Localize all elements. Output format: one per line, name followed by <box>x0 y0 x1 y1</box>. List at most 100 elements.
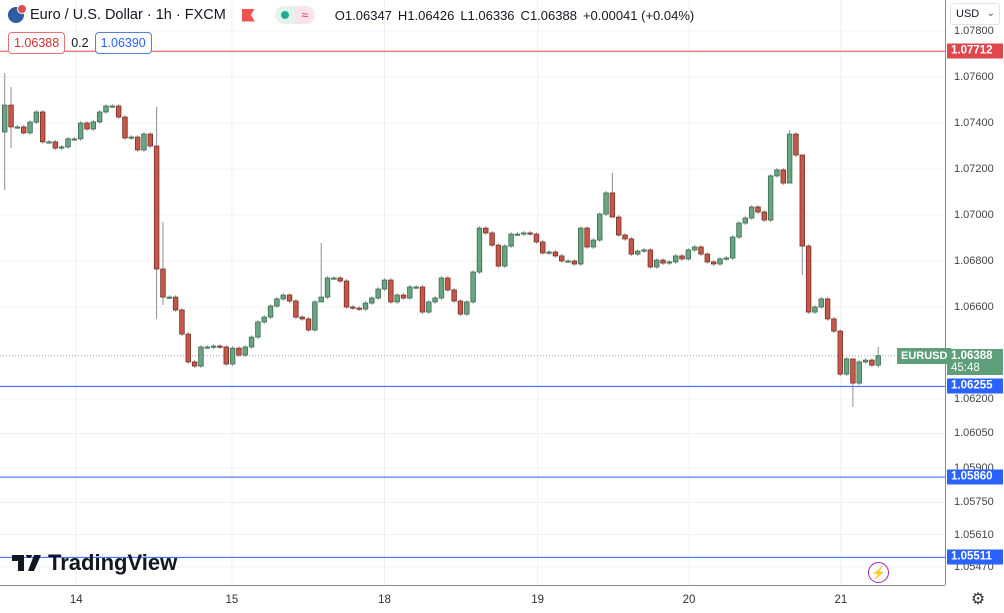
candle-down <box>179 309 185 335</box>
candle-up <box>843 358 850 375</box>
candle-down <box>710 261 717 265</box>
y-tick-label: 1.06050 <box>954 427 994 440</box>
candle-up <box>274 298 280 307</box>
candle-down <box>679 255 685 260</box>
candle-up <box>413 286 419 289</box>
time-axis[interactable]: 14 15 18 19 20 21 <box>0 585 945 613</box>
candle-up <box>514 233 521 236</box>
trade-panel: 1.06388 0.2 1.06390 <box>8 32 152 54</box>
candle-up <box>812 306 818 313</box>
candle-up <box>603 192 609 215</box>
price-axis[interactable]: 1.07800 1.07600 1.07400 1.07200 1.07000 1.068… <box>945 0 1004 585</box>
candle-up <box>426 301 432 313</box>
candle-down <box>185 333 191 363</box>
candle-down <box>451 289 457 302</box>
candle-up <box>729 236 736 259</box>
candle-down <box>647 249 654 268</box>
candle-down <box>293 300 299 318</box>
candle-up <box>597 213 603 241</box>
spread-value: 0.2 <box>71 36 89 50</box>
candle-down <box>559 255 565 262</box>
candle-down <box>172 296 179 311</box>
candle-down <box>837 330 843 375</box>
candle-up <box>641 249 647 252</box>
eur-usd-flag-icon <box>8 4 27 23</box>
last-price-tag: 1.06388 45:48 <box>947 348 1003 375</box>
lightning-icon[interactable]: ⚡ <box>868 562 889 583</box>
delayed-data-icon: ≈ <box>294 6 315 24</box>
candle-up <box>767 175 774 221</box>
candle-up <box>742 217 749 224</box>
candle-down <box>527 232 533 235</box>
candle-up <box>90 121 97 130</box>
chevron-down-icon: ⌄ <box>986 8 995 19</box>
candle-up <box>280 294 286 300</box>
candle-up <box>318 296 324 303</box>
candle-up <box>204 346 210 349</box>
candle-down <box>388 279 394 303</box>
sell-button[interactable]: 1.06388 <box>8 32 66 54</box>
candle-down <box>780 169 786 184</box>
horizontal-line-price-tag[interactable]: 1.05511 <box>947 549 1003 565</box>
candle-down <box>540 241 546 254</box>
candle-up <box>77 122 84 140</box>
candle-up <box>261 316 267 323</box>
candle-up <box>248 336 255 348</box>
candle-down <box>483 227 489 234</box>
horizontal-line-price-tag[interactable]: 1.06255 <box>947 378 1003 394</box>
candle-down <box>799 154 805 247</box>
horizontal-line-price-tag[interactable]: 1.05860 <box>947 469 1003 485</box>
candle-up <box>856 361 862 384</box>
candle-up <box>369 297 375 304</box>
candle-up <box>312 301 318 331</box>
candle-up <box>381 279 388 290</box>
x-tick-label: 15 <box>225 594 239 606</box>
candle-up <box>407 286 413 299</box>
y-tick-label: 1.06800 <box>954 254 994 267</box>
logo-text: TradingView <box>48 550 178 575</box>
candle-down <box>761 211 767 221</box>
settings-icon[interactable]: ⚙ <box>970 591 986 608</box>
candle-down <box>831 318 837 332</box>
flag-icon[interactable] <box>241 8 255 22</box>
candle-up <box>109 105 116 108</box>
candle-up <box>141 133 147 151</box>
candle-up <box>818 298 824 308</box>
horizontal-line-price-tag[interactable]: 1.07712 <box>947 43 1003 59</box>
candle-up <box>521 232 527 235</box>
candle-up <box>229 347 236 365</box>
currency-value: USD <box>956 8 980 20</box>
candle-up <box>375 288 381 299</box>
candle-up <box>653 259 660 268</box>
tradingview-logo-icon <box>12 555 41 571</box>
buy-button[interactable]: 1.06390 <box>94 32 152 54</box>
symbol-title[interactable]: Euro / U.S. Dollar · 1h · FXCM <box>30 7 226 23</box>
candle-down <box>805 245 812 313</box>
candle-down <box>419 286 426 313</box>
candle-down <box>704 253 711 263</box>
status-pill[interactable]: ≈ <box>274 6 315 24</box>
candle-down <box>793 133 799 156</box>
candle-up <box>255 321 261 338</box>
candle-up <box>723 257 730 260</box>
currency-dropdown[interactable]: USD ⌄ <box>950 3 1000 25</box>
y-tick-label: 1.07400 <box>954 117 994 130</box>
high-value: 1.06426 <box>407 7 455 23</box>
candle-down <box>160 268 166 298</box>
candle-up <box>736 222 742 238</box>
candle-down <box>457 300 464 315</box>
candle-down <box>698 246 704 255</box>
candle-up <box>786 133 793 184</box>
candle-down <box>337 277 343 282</box>
candle-down <box>533 233 540 243</box>
candle-down <box>660 259 666 264</box>
candle-down <box>191 361 198 367</box>
candle-up <box>331 277 337 280</box>
candle-down <box>356 307 362 310</box>
candle-down <box>584 227 590 248</box>
price-chart[interactable] <box>0 0 945 585</box>
candle-up <box>862 359 869 363</box>
candle-up <box>470 271 476 303</box>
low-value: 1.06336 <box>467 7 515 23</box>
candle-down <box>495 244 502 267</box>
